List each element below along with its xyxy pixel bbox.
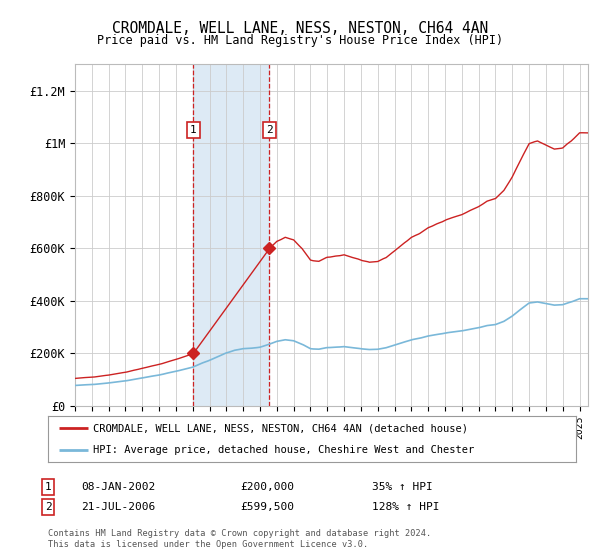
Text: 35% ↑ HPI: 35% ↑ HPI — [372, 482, 433, 492]
Text: Contains HM Land Registry data © Crown copyright and database right 2024.
This d: Contains HM Land Registry data © Crown c… — [48, 529, 431, 549]
Text: 128% ↑ HPI: 128% ↑ HPI — [372, 502, 439, 512]
Text: Price paid vs. HM Land Registry's House Price Index (HPI): Price paid vs. HM Land Registry's House … — [97, 34, 503, 46]
Text: 08-JAN-2002: 08-JAN-2002 — [81, 482, 155, 492]
Text: 21-JUL-2006: 21-JUL-2006 — [81, 502, 155, 512]
Text: 1: 1 — [44, 482, 52, 492]
Text: £599,500: £599,500 — [240, 502, 294, 512]
Text: CROMDALE, WELL LANE, NESS, NESTON, CH64 4AN: CROMDALE, WELL LANE, NESS, NESTON, CH64 … — [112, 21, 488, 36]
Text: £200,000: £200,000 — [240, 482, 294, 492]
Text: CROMDALE, WELL LANE, NESS, NESTON, CH64 4AN (detached house): CROMDALE, WELL LANE, NESS, NESTON, CH64 … — [93, 423, 468, 433]
Text: HPI: Average price, detached house, Cheshire West and Chester: HPI: Average price, detached house, Ches… — [93, 445, 474, 455]
Text: 1: 1 — [190, 125, 197, 135]
Text: 2: 2 — [266, 125, 273, 135]
Bar — [193, 64, 269, 406]
Text: 2: 2 — [44, 502, 52, 512]
